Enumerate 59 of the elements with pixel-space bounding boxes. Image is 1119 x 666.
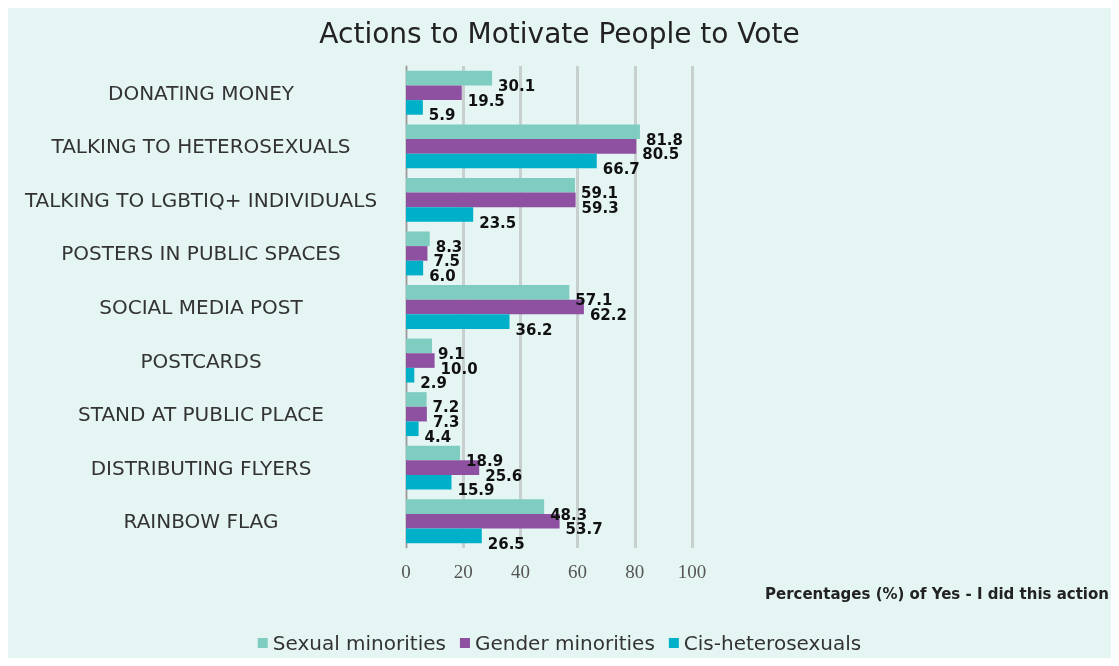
bar	[406, 192, 576, 208]
bar	[406, 246, 428, 261]
bar	[406, 528, 482, 544]
x-tick-label: 80	[625, 561, 645, 582]
bar	[406, 85, 462, 101]
x-tick-label: 100	[677, 561, 707, 582]
data-label: 15.9	[457, 481, 495, 500]
data-label: 62.2	[589, 306, 627, 324]
data-label: 53.7	[565, 520, 603, 539]
data-label: 9.1	[438, 344, 465, 363]
legend-label: Gender minorities	[474, 631, 655, 655]
bar	[406, 314, 510, 329]
bar	[406, 177, 576, 193]
bar	[406, 285, 570, 300]
bar	[406, 445, 461, 461]
data-label: 4.4	[424, 427, 452, 446]
data-label: 59.3	[581, 198, 619, 217]
y-tick-label: TALKING TO HETEROSEXUALS	[50, 134, 351, 159]
x-tick-label: 20	[453, 561, 473, 582]
y-tick-label: POSTCARDS	[140, 348, 262, 373]
data-label: 26.5	[487, 534, 525, 553]
x-axis-title: Percentages (%) of Yes - I did this action	[764, 584, 1109, 603]
data-label: 6.0	[429, 267, 456, 286]
data-label: 80.5	[642, 145, 680, 164]
bar	[406, 260, 424, 276]
data-label: 19.5	[467, 91, 505, 110]
legend-label: Sexual minorities	[272, 631, 446, 655]
x-tick-label: 60	[568, 561, 588, 582]
bar	[406, 499, 545, 514]
y-tick-label: TALKING TO LGBTIQ+ INDIVIDUALS	[23, 187, 378, 212]
bar	[406, 367, 415, 383]
bar	[406, 124, 640, 140]
bar	[406, 207, 474, 222]
y-tick-label: DONATING MONEY	[108, 80, 295, 105]
bar	[406, 474, 452, 490]
bar	[406, 153, 597, 169]
data-label: 23.5	[479, 213, 517, 232]
y-tick-label: RAINBOW FLAG	[123, 509, 279, 534]
bar	[406, 421, 419, 437]
data-label: 66.7	[602, 159, 640, 178]
bar	[406, 406, 427, 422]
y-tick-label: DISTRIBUTING FLYERS	[90, 455, 312, 480]
x-tick-label: 0	[401, 561, 411, 582]
x-tick-label: 40	[510, 561, 530, 582]
bar	[406, 392, 427, 407]
data-label: 36.2	[515, 320, 553, 339]
y-tick-label: STAND AT PUBLIC PLACE	[78, 402, 324, 427]
bar	[406, 70, 493, 86]
bar	[406, 338, 433, 354]
data-label: 5.9	[428, 106, 456, 125]
bar	[406, 100, 423, 115]
y-tick-label: POSTERS IN PUBLIC SPACES	[61, 241, 341, 266]
chart-title: Actions to Motivate People to Vote	[319, 16, 800, 50]
bar	[406, 353, 435, 368]
legend-label: Cis-heterosexuals	[683, 631, 862, 655]
bar	[406, 231, 430, 247]
bar	[406, 139, 637, 154]
data-label: 2.9	[420, 374, 447, 393]
y-tick-label: SOCIAL MEDIA POST	[99, 295, 304, 319]
